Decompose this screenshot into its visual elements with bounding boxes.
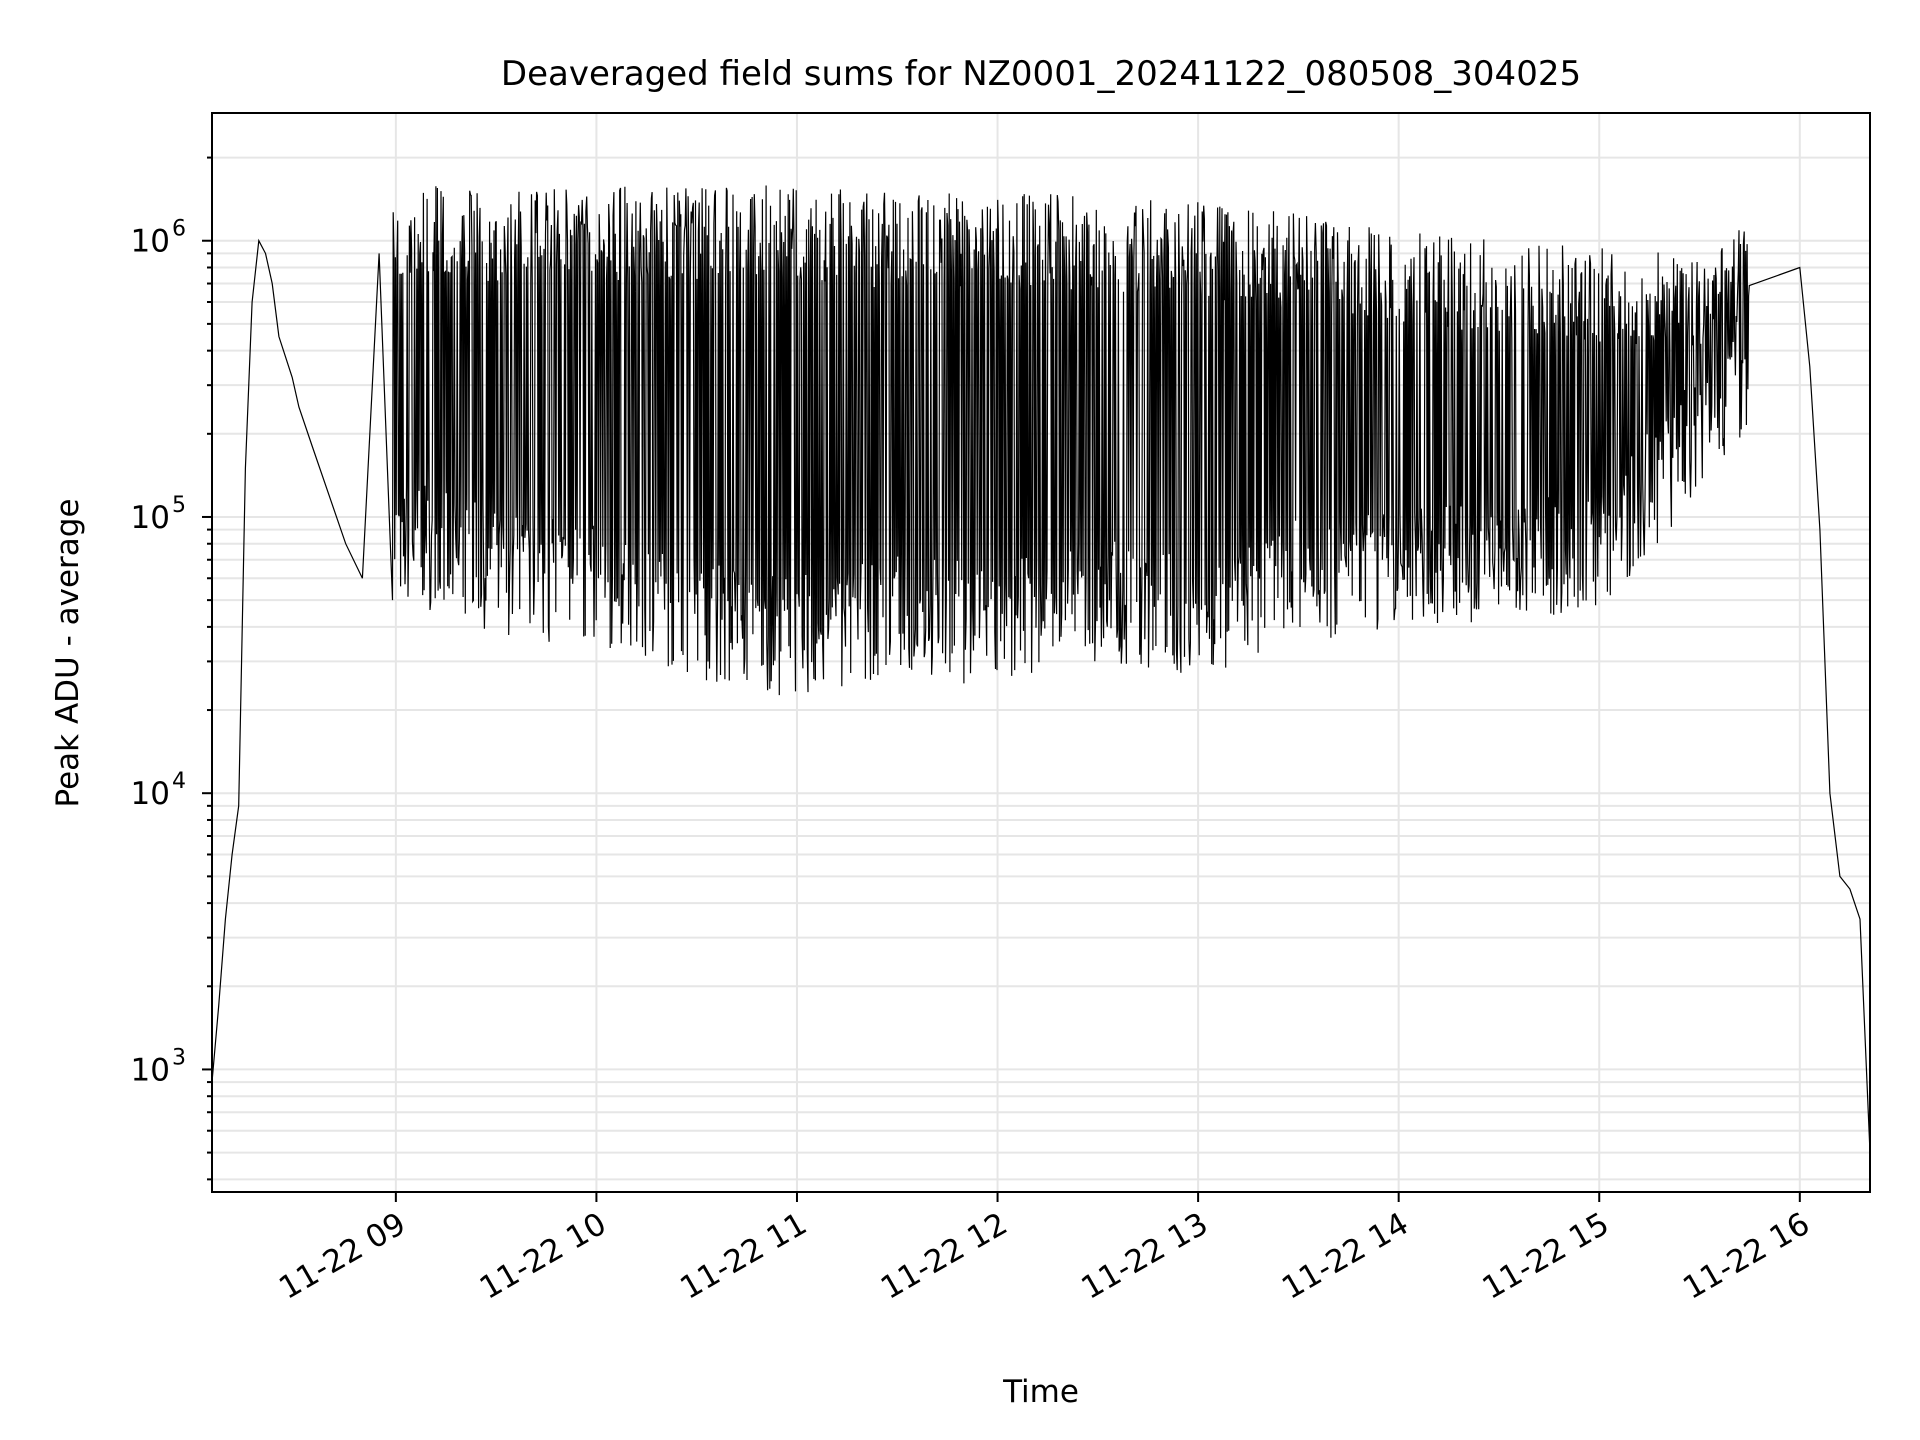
- y-tick-exponent: 5: [172, 493, 186, 518]
- y-tick-label: 10: [131, 500, 170, 536]
- y-tick-exponent: 4: [172, 769, 186, 794]
- y-tick-label: 10: [131, 776, 170, 812]
- y-tick-label: 10: [131, 1052, 170, 1088]
- series-layer: [211, 185, 1871, 1153]
- plot-frame: [211, 112, 1871, 1193]
- series-line: [211, 185, 1871, 1153]
- x-axis-label: Time: [1002, 1374, 1079, 1410]
- y-tick-exponent: 3: [172, 1045, 186, 1070]
- chart-title: Deaveraged field sums for NZ0001_2024112…: [501, 54, 1581, 94]
- y-tick-exponent: 6: [172, 217, 186, 242]
- y-axis-label: Peak ADU - average: [50, 498, 86, 807]
- y-tick-label: 10: [131, 224, 170, 260]
